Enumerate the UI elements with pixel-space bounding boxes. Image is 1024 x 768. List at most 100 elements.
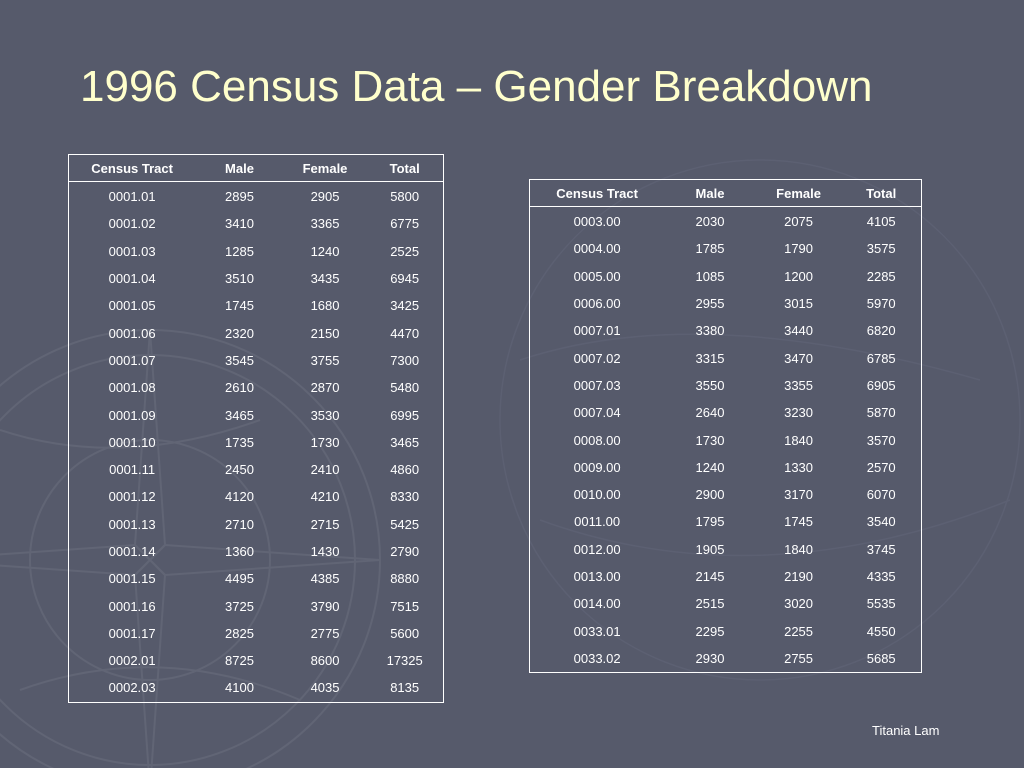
cell-census-tract: 0011.00: [574, 514, 621, 530]
cell-total: 5800: [390, 189, 420, 205]
cell-female: 1730: [310, 434, 340, 450]
cell-female: 3170: [784, 487, 814, 503]
table-row: 0007.02 3315 3470 6785: [530, 344, 922, 371]
cell-total: 5870: [866, 405, 896, 421]
table-row: 0001.09 3465 3530 6995: [69, 401, 444, 428]
table-row: 0001.11 2450 2410 4860: [69, 456, 444, 483]
cell-census-tract: 0014.00: [573, 596, 621, 612]
cell-female: 1790: [784, 241, 814, 257]
cell-census-tract: 0001.13: [108, 516, 156, 532]
cell-census-tract: 0003.00: [573, 214, 621, 230]
cell-total: 4335: [866, 569, 896, 584]
cell-male: 2145: [695, 569, 725, 584]
cell-census-tract: 0001.16: [108, 598, 156, 614]
table-row: 0001.07 3545 3755 7300: [69, 347, 444, 374]
cell-female: 3020: [784, 596, 814, 612]
cell-male: 3315: [695, 350, 725, 366]
cell-census-tract: 0001.02: [108, 216, 156, 232]
cell-male: 2710: [225, 516, 254, 532]
cell-female: 3355: [784, 377, 814, 393]
table-header-row: Census Tract Male Female Total: [68, 154, 444, 182]
cell-male: 2895: [225, 189, 254, 205]
table-row: 0013.00 2145 2190 4335: [530, 563, 922, 590]
table-row: 0003.00 2030 2075 4105: [530, 207, 922, 236]
cell-male: 1085: [695, 268, 725, 284]
cell-male: 1240: [695, 459, 725, 475]
cell-total: 8880: [390, 571, 420, 587]
table-row: 0007.01 3380 3440 6820: [530, 317, 922, 344]
cell-total: 4550: [866, 623, 896, 639]
cell-census-tract: 0001.04: [108, 271, 156, 287]
cell-census-tract: 0006.00: [573, 296, 621, 312]
cell-census-tract: 0007.03: [573, 377, 621, 393]
cell-total: 6785: [866, 350, 896, 366]
cell-male: 2450: [225, 462, 254, 478]
cell-male: 2825: [225, 625, 254, 641]
cell-male: 3465: [225, 407, 254, 423]
table-row: 0014.00 2515 3020 5535: [530, 590, 922, 617]
table-row: 0005.00 1085 1200 2285: [530, 263, 922, 290]
cell-census-tract: 0001.09: [108, 407, 156, 423]
column-header-total: Total: [841, 179, 922, 207]
column-header-female: Female: [755, 179, 842, 207]
cell-census-tract: 0001.12: [108, 489, 156, 505]
cell-female: 4210: [310, 489, 340, 505]
table-row: 0009.00 1240 1330 2570: [530, 454, 922, 481]
cell-female: 3440: [784, 323, 814, 339]
cell-male: 2640: [695, 405, 725, 421]
cell-census-tract: 0033.01: [573, 623, 621, 639]
table-row: 0001.04 3510 3435 6945: [69, 265, 444, 292]
cell-female: 3435: [310, 271, 340, 287]
cell-total: 5970: [866, 296, 896, 312]
cell-female: 3755: [310, 352, 340, 368]
column-header-census-tract: Census Tract: [529, 179, 665, 207]
cell-male: 3410: [225, 216, 254, 232]
cell-total: 3745: [866, 541, 896, 557]
cell-census-tract: 0001.01: [108, 189, 156, 205]
cell-female: 4035: [310, 680, 340, 696]
cell-female: 2150: [310, 325, 340, 341]
cell-total: 6995: [390, 407, 420, 423]
table-row: 0001.10 1735 1730 3465: [69, 429, 444, 456]
cell-male: 1285: [225, 243, 254, 259]
cell-total: 5480: [390, 380, 420, 396]
table-row: 0012.00 1905 1840 3745: [530, 536, 922, 563]
cell-total: 5425: [390, 516, 420, 532]
cell-female: 2870: [310, 380, 340, 396]
cell-census-tract: 0002.03: [108, 680, 156, 696]
cell-total: 6905: [866, 377, 896, 393]
table-row: 0001.13 2710 2715 5425: [69, 511, 444, 538]
cell-female: 4385: [310, 571, 340, 587]
cell-total: 4470: [390, 325, 420, 341]
cell-female: 3015: [784, 296, 814, 312]
cell-female: 1840: [784, 541, 814, 557]
cell-male: 2955: [695, 296, 725, 312]
cell-male: 1360: [225, 544, 254, 559]
table-row: 0001.12 4120 4210 8330: [69, 483, 444, 510]
cell-female: 2190: [784, 569, 814, 584]
cell-total: 7515: [390, 598, 420, 614]
cell-census-tract: 0010.00: [573, 487, 621, 503]
cell-census-tract: 0005.00: [573, 268, 621, 284]
cell-census-tract: 0001.15: [108, 571, 156, 587]
cell-female: 1200: [784, 268, 814, 284]
cell-census-tract: 0001.11: [109, 462, 156, 478]
cell-female: 3230: [784, 405, 814, 421]
cell-female: 2410: [310, 462, 340, 478]
cell-total: 4105: [866, 214, 896, 230]
cell-male: 3550: [695, 377, 725, 393]
table-row: 0001.17 2825 2775 5600: [69, 620, 444, 647]
cell-total: 2790: [390, 544, 420, 559]
cell-male: 1745: [225, 298, 254, 314]
cell-total: 6945: [390, 271, 420, 287]
cell-census-tract: 0012.00: [573, 541, 621, 557]
cell-total: 7300: [390, 352, 420, 368]
cell-total: 6820: [866, 323, 896, 339]
table-row: 0007.04 2640 3230 5870: [530, 399, 922, 426]
cell-census-tract: 0001.03: [108, 243, 156, 259]
cell-female: 1680: [310, 298, 340, 314]
census-table-left: Census Tract Male Female Total 0001.01 28…: [68, 154, 444, 703]
cell-female: 1840: [784, 432, 814, 448]
cell-total: 3465: [390, 434, 420, 450]
cell-male: 2030: [695, 214, 725, 230]
